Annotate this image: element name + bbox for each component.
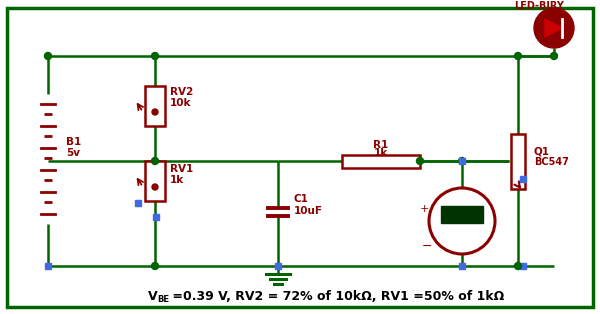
Bar bbox=[511, 133, 525, 188]
Bar bbox=[459, 263, 465, 269]
Circle shape bbox=[151, 263, 158, 269]
Circle shape bbox=[515, 52, 521, 59]
Text: R1: R1 bbox=[373, 139, 389, 149]
Bar bbox=[520, 263, 526, 269]
Text: Volts: Volts bbox=[449, 226, 475, 236]
Text: BC547: BC547 bbox=[534, 157, 569, 167]
Text: Q1: Q1 bbox=[534, 146, 550, 156]
Bar bbox=[135, 200, 141, 206]
Text: B1: B1 bbox=[66, 137, 81, 147]
Polygon shape bbox=[545, 19, 562, 37]
Text: RV2: RV2 bbox=[170, 87, 193, 97]
Text: −: − bbox=[422, 240, 432, 252]
Circle shape bbox=[551, 52, 557, 59]
Text: 1k: 1k bbox=[170, 175, 184, 185]
Text: 10uF: 10uF bbox=[294, 205, 323, 215]
Text: +: + bbox=[419, 204, 428, 214]
Circle shape bbox=[152, 109, 158, 115]
Text: V: V bbox=[148, 290, 158, 304]
Bar bbox=[459, 158, 465, 164]
Bar bbox=[342, 154, 420, 167]
Bar bbox=[441, 206, 483, 223]
Text: RV1: RV1 bbox=[170, 164, 193, 174]
Circle shape bbox=[151, 158, 158, 165]
Circle shape bbox=[416, 158, 424, 165]
Bar bbox=[145, 86, 165, 126]
Bar bbox=[45, 263, 51, 269]
Text: BE: BE bbox=[157, 295, 169, 305]
Text: C1: C1 bbox=[294, 194, 309, 204]
Text: 10k: 10k bbox=[170, 98, 191, 108]
Text: 5v: 5v bbox=[66, 148, 80, 158]
Circle shape bbox=[515, 263, 521, 269]
Text: +0.39: +0.39 bbox=[443, 210, 481, 220]
Bar bbox=[520, 176, 526, 182]
Bar bbox=[153, 214, 159, 220]
Circle shape bbox=[152, 184, 158, 190]
Bar bbox=[275, 263, 281, 269]
Circle shape bbox=[534, 8, 574, 48]
Circle shape bbox=[429, 188, 495, 254]
Bar bbox=[145, 161, 165, 201]
Text: LED-BIRY: LED-BIRY bbox=[514, 1, 564, 11]
Text: 1k: 1k bbox=[374, 149, 388, 159]
Circle shape bbox=[458, 158, 466, 165]
Text: =0.39 V, RV2 = 72% of 10kΩ, RV1 =50% of 1kΩ: =0.39 V, RV2 = 72% of 10kΩ, RV1 =50% of … bbox=[168, 290, 504, 304]
Circle shape bbox=[151, 52, 158, 59]
Circle shape bbox=[44, 52, 52, 59]
